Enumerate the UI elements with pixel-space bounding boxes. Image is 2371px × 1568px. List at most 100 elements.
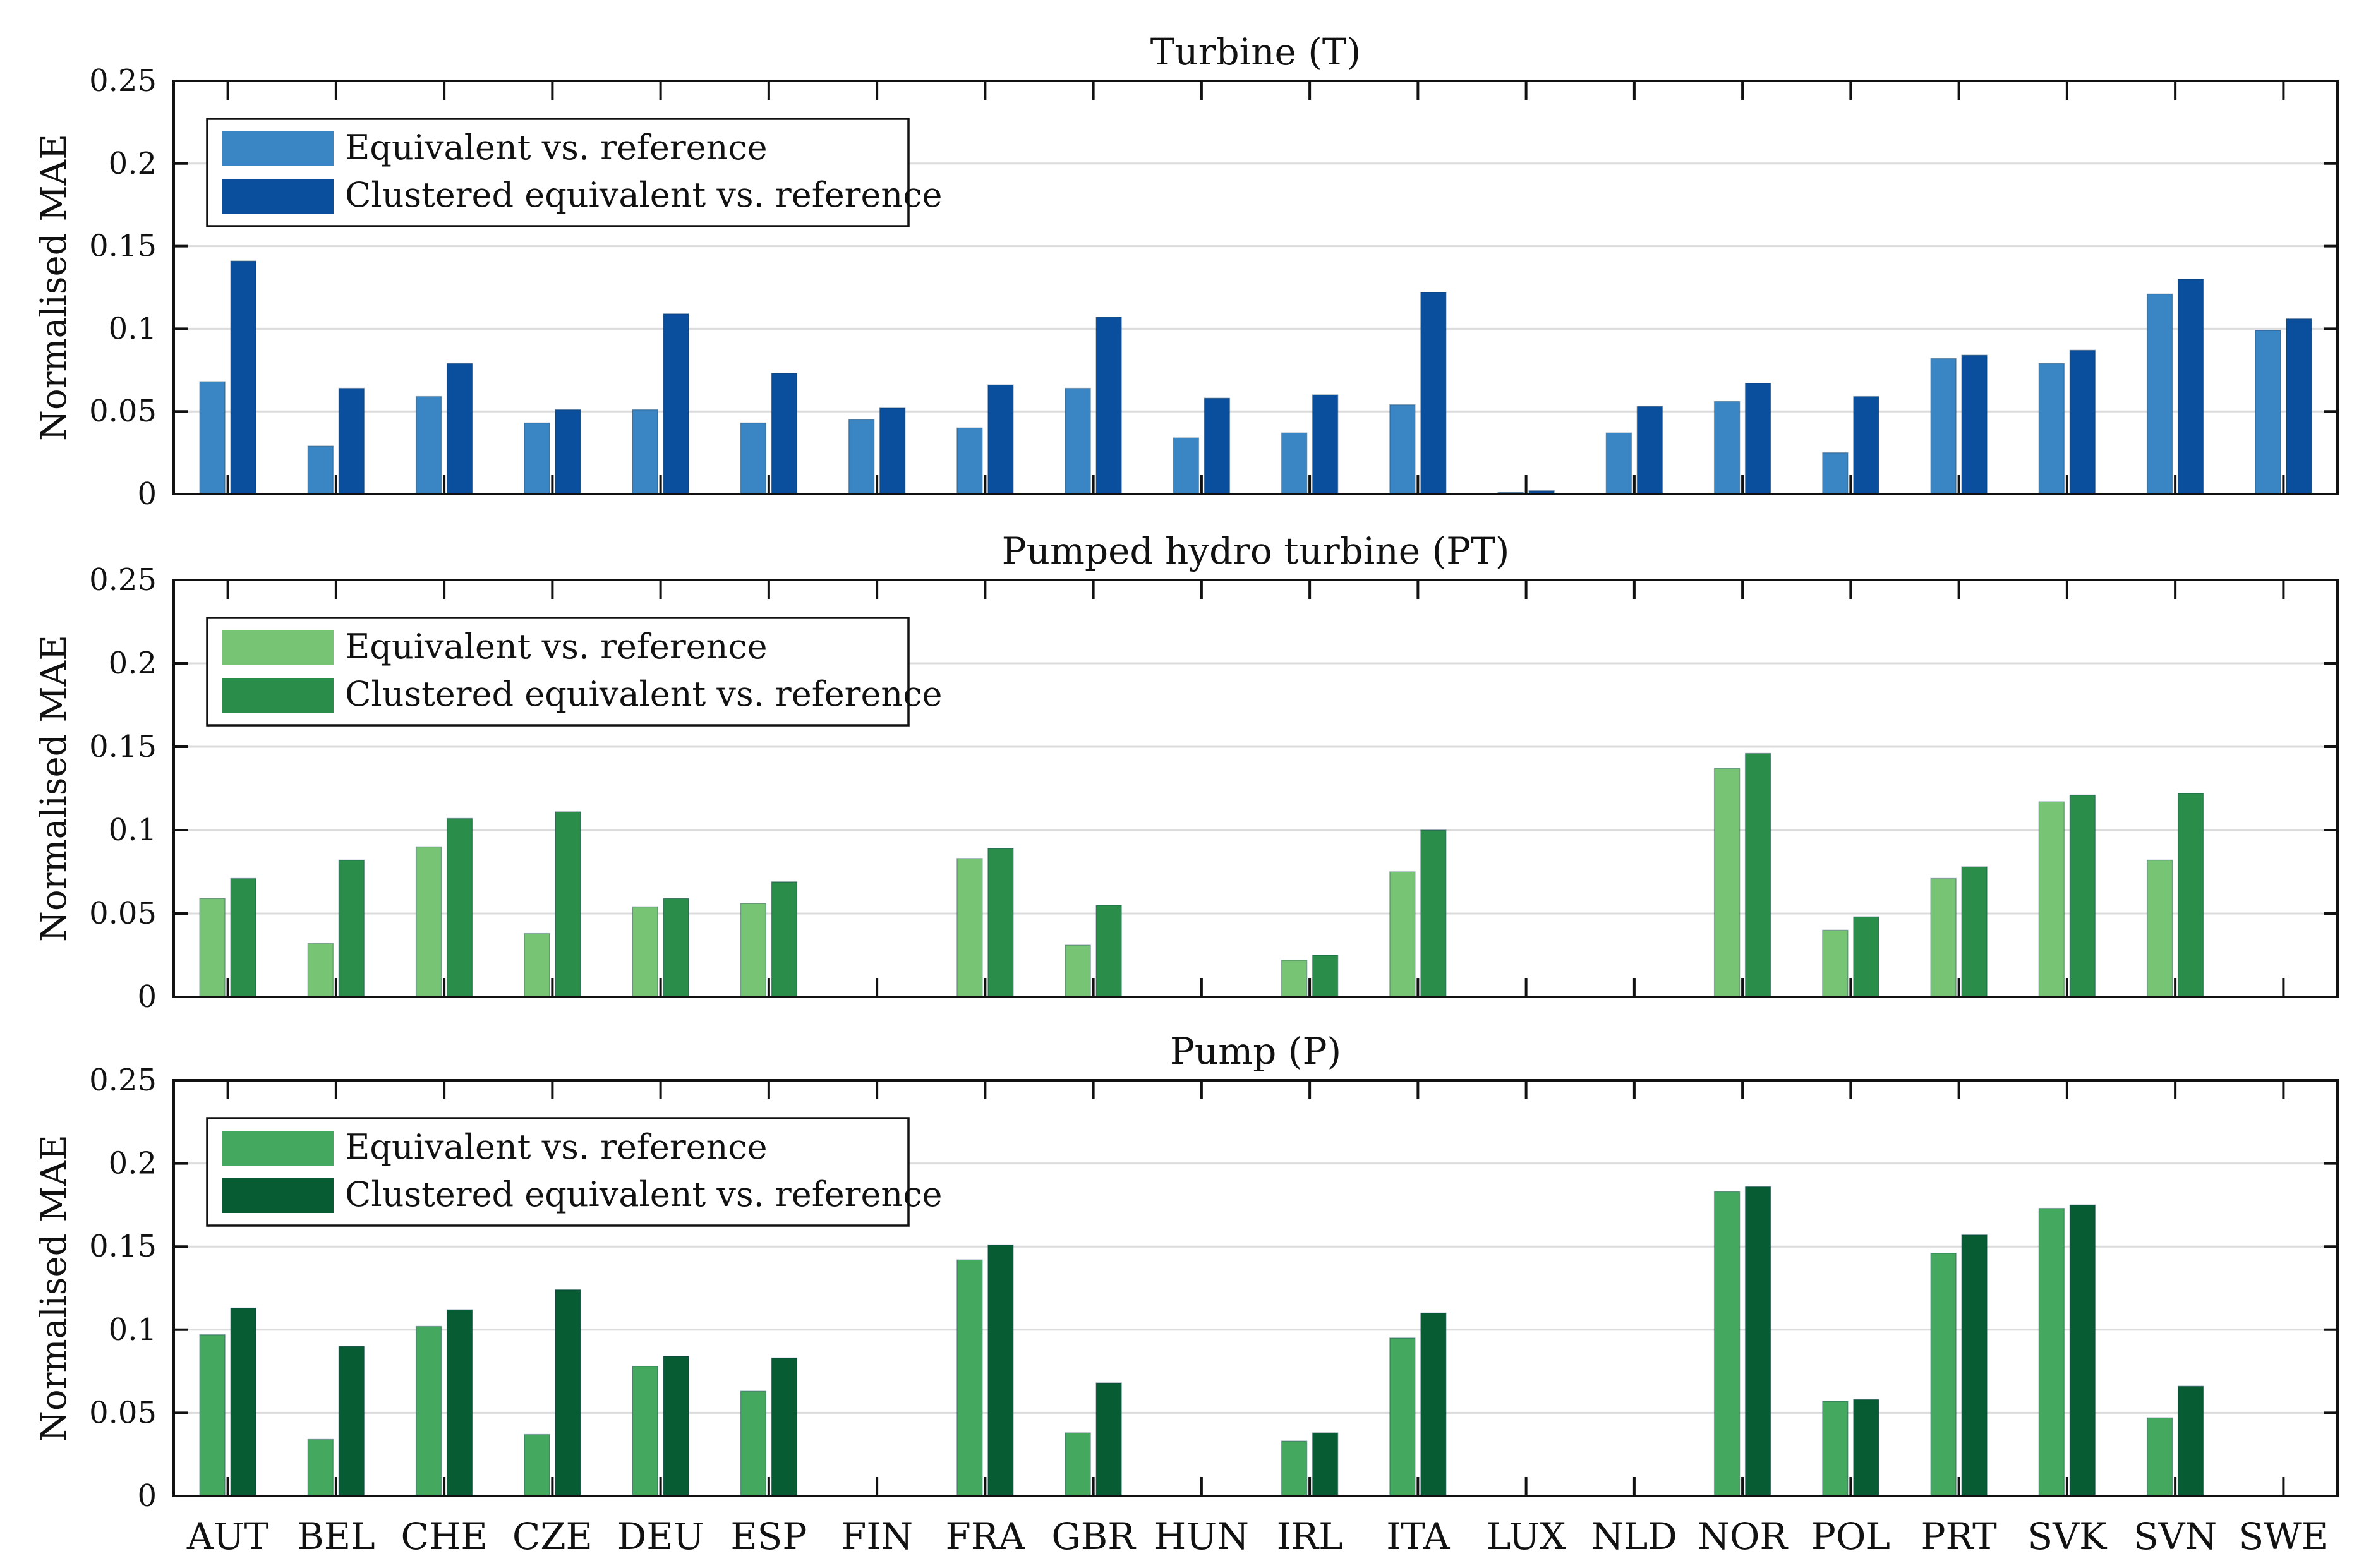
bar-clustered-cze: [555, 811, 581, 998]
bar-clustered-deu: [663, 1356, 689, 1497]
bar-equivalent-pol: [1822, 452, 1849, 495]
legend-swatch: [222, 678, 334, 713]
x-tick-label: SVN: [2133, 1515, 2217, 1558]
bar-clustered-nor: [1744, 1186, 1771, 1497]
y-tick-label: 0.05: [89, 896, 157, 931]
bar-equivalent-svk: [2038, 801, 2065, 998]
bar-equivalent-nor: [1713, 1191, 1741, 1497]
bar-equivalent-deu: [632, 409, 658, 495]
bar-clustered-bel: [338, 387, 365, 495]
y-tick-label: 0.15: [89, 1229, 157, 1264]
bar-equivalent-fra: [956, 1259, 983, 1497]
bar-equivalent-fra: [956, 858, 983, 998]
bar-equivalent-prt: [1930, 358, 1957, 495]
legend-swatch: [222, 1131, 334, 1166]
bar-clustered-che: [446, 817, 473, 998]
legend-label: Clustered equivalent vs. reference: [345, 175, 942, 215]
legend-swatch: [222, 1178, 334, 1213]
bar-equivalent-nor: [1713, 768, 1741, 998]
bar-clustered-deu: [663, 898, 689, 998]
bar-equivalent-svn: [2146, 859, 2173, 998]
bar-clustered-fra: [987, 848, 1014, 998]
axes-frame: [172, 579, 2339, 998]
bar-clustered-prt: [1961, 354, 1988, 495]
panel-title: Pump (P): [1170, 1030, 1341, 1073]
x-tick-label: BEL: [297, 1515, 375, 1558]
bar-equivalent-gbr: [1065, 944, 1091, 998]
bar-clustered-aut: [230, 260, 256, 495]
bar-equivalent-ita: [1389, 1337, 1416, 1497]
y-axis-label: Normalised MAE: [33, 1135, 75, 1442]
legend-swatch: [222, 131, 334, 166]
x-tick-label: ITA: [1386, 1515, 1450, 1558]
y-tick-label: 0.15: [89, 229, 157, 264]
panel-title: Turbine (T): [1150, 30, 1361, 73]
bar-equivalent-hun: [1173, 437, 1200, 495]
y-tick-label: 0.05: [89, 394, 157, 429]
bar-clustered-ita: [1420, 1312, 1447, 1497]
bar-clustered-deu: [663, 313, 689, 495]
bar-equivalent-deu: [632, 1365, 658, 1497]
bar-equivalent-prt: [1930, 877, 1957, 998]
bar-clustered-che: [446, 1309, 473, 1497]
bar-clustered-swe: [2286, 318, 2312, 495]
y-axis-label: Normalised MAE: [33, 134, 75, 441]
y-tick-label: 0.2: [109, 1146, 157, 1181]
bar-equivalent-cze: [524, 932, 550, 998]
bar-equivalent-aut: [199, 898, 226, 998]
y-tick-label: 0: [137, 476, 157, 512]
x-tick-label: LUX: [1487, 1515, 1566, 1558]
bar-clustered-nor: [1744, 382, 1771, 495]
bar-clustered-cze: [555, 409, 581, 495]
y-axis-label: Normalised MAE: [33, 635, 75, 942]
bar-clustered-ita: [1420, 829, 1447, 998]
bar-clustered-prt: [1961, 866, 1988, 998]
bar-clustered-svn: [2177, 793, 2204, 998]
bar-clustered-bel: [338, 859, 365, 998]
bar-clustered-cze: [555, 1289, 581, 1497]
x-tick-label: IRL: [1277, 1515, 1343, 1558]
x-tick-label: AUT: [186, 1515, 269, 1558]
bar-clustered-aut: [230, 877, 256, 998]
bar-equivalent-aut: [199, 1334, 226, 1497]
x-tick-label: HUN: [1154, 1515, 1249, 1558]
bar-equivalent-svk: [2038, 1207, 2065, 1497]
bar-equivalent-bel: [307, 1438, 334, 1497]
bar-equivalent-svn: [2146, 1417, 2173, 1497]
bar-equivalent-che: [415, 846, 442, 998]
bar-equivalent-prt: [1930, 1252, 1957, 1497]
bar-clustered-ita: [1420, 292, 1447, 495]
bar-equivalent-fra: [956, 427, 983, 495]
x-tick-label: DEU: [617, 1515, 704, 1558]
x-tick-label: FIN: [841, 1515, 913, 1558]
bar-clustered-svk: [2069, 1204, 2096, 1497]
bar-equivalent-esp: [740, 903, 767, 998]
panel-title: Pumped hydro turbine (PT): [1002, 529, 1510, 572]
bar-clustered-gbr: [1095, 317, 1122, 495]
bar-equivalent-che: [415, 1325, 442, 1497]
bar-equivalent-aut: [199, 381, 226, 495]
y-tick-label: 0.2: [109, 646, 157, 681]
bar-clustered-fin: [879, 407, 906, 495]
bar-clustered-svn: [2177, 279, 2204, 495]
bar-equivalent-deu: [632, 906, 658, 998]
bar-clustered-svn: [2177, 1385, 2204, 1497]
y-tick-label: 0.1: [109, 311, 157, 346]
bar-equivalent-nor: [1713, 401, 1741, 495]
bar-clustered-pol: [1853, 395, 1879, 495]
bar-clustered-gbr: [1095, 1382, 1122, 1497]
bar-clustered-che: [446, 363, 473, 495]
bar-equivalent-svn: [2146, 293, 2173, 495]
axes-frame: [172, 1079, 2339, 1497]
bar-clustered-hun: [1204, 397, 1231, 495]
legend-swatch: [222, 179, 334, 214]
bar-clustered-prt: [1961, 1234, 1988, 1497]
y-tick-label: 0.1: [109, 812, 157, 848]
bar-clustered-irl: [1312, 394, 1339, 495]
bar-equivalent-bel: [307, 943, 334, 998]
bar-equivalent-esp: [740, 422, 767, 495]
legend-label: Equivalent vs. reference: [345, 627, 768, 666]
bar-clustered-esp: [771, 373, 798, 495]
bar-equivalent-ita: [1389, 404, 1416, 495]
bar-equivalent-cze: [524, 1433, 550, 1497]
